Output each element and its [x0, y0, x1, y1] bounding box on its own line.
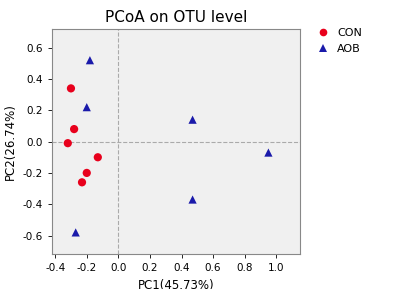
Point [64, 141, 71, 145]
Point [84, 171, 90, 175]
Point [84, 105, 90, 110]
Point [79, 180, 85, 185]
Point [71, 127, 77, 131]
Y-axis label: PC2(26.74%): PC2(26.74%) [4, 103, 17, 180]
X-axis label: PC1(45.73%): PC1(45.73%) [138, 279, 214, 289]
Point [87, 58, 93, 62]
Point [189, 117, 196, 122]
Title: PCoA on OTU level: PCoA on OTU level [105, 10, 247, 25]
Legend: CON, AOB: CON, AOB [310, 26, 364, 56]
Point [265, 150, 272, 155]
Point [95, 155, 101, 160]
Point [189, 197, 196, 202]
Point [72, 230, 79, 235]
Point [68, 86, 74, 91]
